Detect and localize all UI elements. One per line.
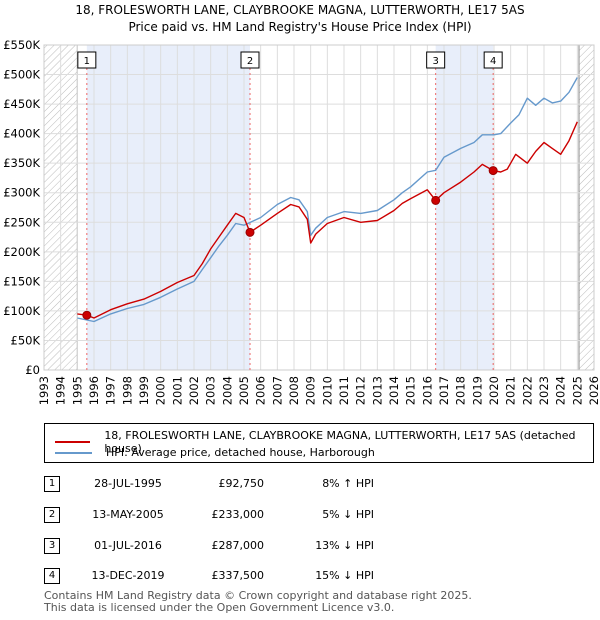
y-tick-label: £300K xyxy=(3,186,40,200)
x-tick-label: 1993 xyxy=(37,376,51,405)
sale-price: £233,000 xyxy=(211,508,265,521)
legend-label-hpi: HPI: Average price, detached house, Harb… xyxy=(106,446,375,459)
legend-item-hpi: HPI: Average price, detached house, Harb… xyxy=(55,446,375,459)
sale-point xyxy=(245,227,255,237)
chart-title: 18, FROLESWORTH LANE, CLAYBROOKE MAGNA, … xyxy=(75,3,524,17)
y-tick-label: £150K xyxy=(3,274,40,288)
x-tick-label: 1998 xyxy=(120,376,134,405)
x-tick-label: 2018 xyxy=(454,376,468,405)
x-tick-label: 2026 xyxy=(587,376,600,405)
sale-marker-label: 3 xyxy=(432,56,438,67)
legend-item-property: 18, FROLESWORTH LANE, CLAYBROOKE MAGNA, … xyxy=(55,429,593,455)
y-tick-label: £350K xyxy=(3,156,40,170)
property-price-line xyxy=(77,121,578,319)
y-tick-label: £450K xyxy=(3,97,40,111)
x-tick-label: 2019 xyxy=(470,376,484,405)
x-tick-label: 2022 xyxy=(520,376,534,405)
x-tick-label: 2012 xyxy=(354,376,368,405)
sale-hpi-diff: 15% ↓ HPI xyxy=(315,569,374,582)
x-tick-label: 2008 xyxy=(287,376,301,405)
sale-marker-label: 1 xyxy=(84,56,90,67)
x-tick-label: 1997 xyxy=(104,376,118,405)
sale-date: 28-JUL-1995 xyxy=(94,477,162,490)
x-tick-label: 2001 xyxy=(170,376,184,405)
x-tick-label: 2005 xyxy=(237,376,251,405)
sale-badge: 1 xyxy=(44,476,60,492)
y-tick-label: £550K xyxy=(3,38,40,52)
sale-price: £337,500 xyxy=(211,569,265,582)
x-tick-label: 2010 xyxy=(320,376,334,405)
x-tick-label: 2021 xyxy=(504,376,518,405)
no-data-hatch xyxy=(579,45,594,370)
x-tick-label: 2020 xyxy=(487,376,501,405)
x-tick-label: 2011 xyxy=(337,376,351,405)
legend-swatch-hpi xyxy=(55,451,92,454)
sale-row-1: 1 28-JUL-1995 £92,750 8% ↑ HPI xyxy=(44,476,594,492)
sale-marker-label: 2 xyxy=(247,56,253,67)
x-tick-label: 2024 xyxy=(554,376,568,405)
sale-price: £287,000 xyxy=(211,539,265,552)
legend-label-property: 18, FROLESWORTH LANE, CLAYBROOKE MAGNA, … xyxy=(104,429,576,455)
x-tick-label: 2004 xyxy=(220,376,234,405)
sale-point xyxy=(82,310,92,320)
sale-marker-box xyxy=(77,51,97,69)
sale-row-4: 4 13-DEC-2019 £337,500 15% ↓ HPI xyxy=(44,568,594,584)
x-tick-label: 2017 xyxy=(437,376,451,405)
legend-swatch-property xyxy=(55,441,91,443)
x-tick-label: 2007 xyxy=(270,376,284,405)
ownership-shade xyxy=(435,45,494,370)
y-tick-label: £400K xyxy=(3,127,40,141)
x-tick-label: 2025 xyxy=(570,376,584,405)
x-tick-label: 2006 xyxy=(254,376,268,405)
ownership-shade xyxy=(86,45,250,370)
sale-marker-box xyxy=(483,51,503,69)
sale-hpi-diff: 13% ↓ HPI xyxy=(315,539,374,552)
sale-price: £92,750 xyxy=(218,477,265,490)
y-tick-label: £200K xyxy=(3,245,40,259)
x-tick-label: 1995 xyxy=(70,376,84,405)
sale-row-3: 3 01-JUL-2016 £287,000 13% ↓ HPI xyxy=(44,538,594,554)
hpi-line xyxy=(77,77,578,323)
footer: Contains HM Land Registry data © Crown c… xyxy=(44,590,472,614)
chart-subtitle: Price paid vs. HM Land Registry's House … xyxy=(128,20,471,34)
sale-marker-label: 4 xyxy=(490,56,496,67)
x-tick-label: 2003 xyxy=(204,376,218,405)
y-tick-label: £250K xyxy=(3,215,40,229)
y-tick-label: £500K xyxy=(3,68,40,82)
x-tick-label: 2016 xyxy=(420,376,434,405)
y-tick-label: £0 xyxy=(25,363,40,377)
plot-frame xyxy=(43,44,595,371)
x-tick-label: 2014 xyxy=(387,376,401,405)
x-tick-label: 2009 xyxy=(304,376,318,405)
sale-badge: 3 xyxy=(44,538,60,554)
sale-point xyxy=(488,166,498,176)
x-tick-label: 1996 xyxy=(87,376,101,405)
y-tick-label: £50K xyxy=(11,333,41,347)
sale-badge: 4 xyxy=(44,568,60,584)
sale-date: 13-MAY-2005 xyxy=(92,508,164,521)
x-tick-label: 1994 xyxy=(54,376,68,405)
y-tick-label: £100K xyxy=(3,304,40,318)
sale-badge: 2 xyxy=(44,507,60,523)
x-tick-label: 1999 xyxy=(137,376,151,405)
footer-copyright: Contains HM Land Registry data © Crown c… xyxy=(44,589,472,602)
sale-date: 13-DEC-2019 xyxy=(91,569,165,582)
sale-date: 01-JUL-2016 xyxy=(94,539,162,552)
x-tick-label: 2000 xyxy=(154,376,168,405)
footer-licence: This data is licensed under the Open Gov… xyxy=(44,601,395,614)
price-chart: 18, FROLESWORTH LANE, CLAYBROOKE MAGNA, … xyxy=(3,3,600,405)
sale-hpi-diff: 8% ↑ HPI xyxy=(322,477,374,490)
legend: 18, FROLESWORTH LANE, CLAYBROOKE MAGNA, … xyxy=(44,423,594,463)
x-tick-label: 2023 xyxy=(537,376,551,405)
sale-marker-box xyxy=(426,51,446,69)
x-tick-label: 2013 xyxy=(370,376,384,405)
sale-hpi-diff: 5% ↓ HPI xyxy=(322,508,374,521)
x-tick-label: 2015 xyxy=(404,376,418,405)
x-tick-label: 2002 xyxy=(187,376,201,405)
sale-row-2: 2 13-MAY-2005 £233,000 5% ↓ HPI xyxy=(44,507,594,523)
sale-point xyxy=(431,195,441,205)
sale-marker-box xyxy=(240,51,260,69)
